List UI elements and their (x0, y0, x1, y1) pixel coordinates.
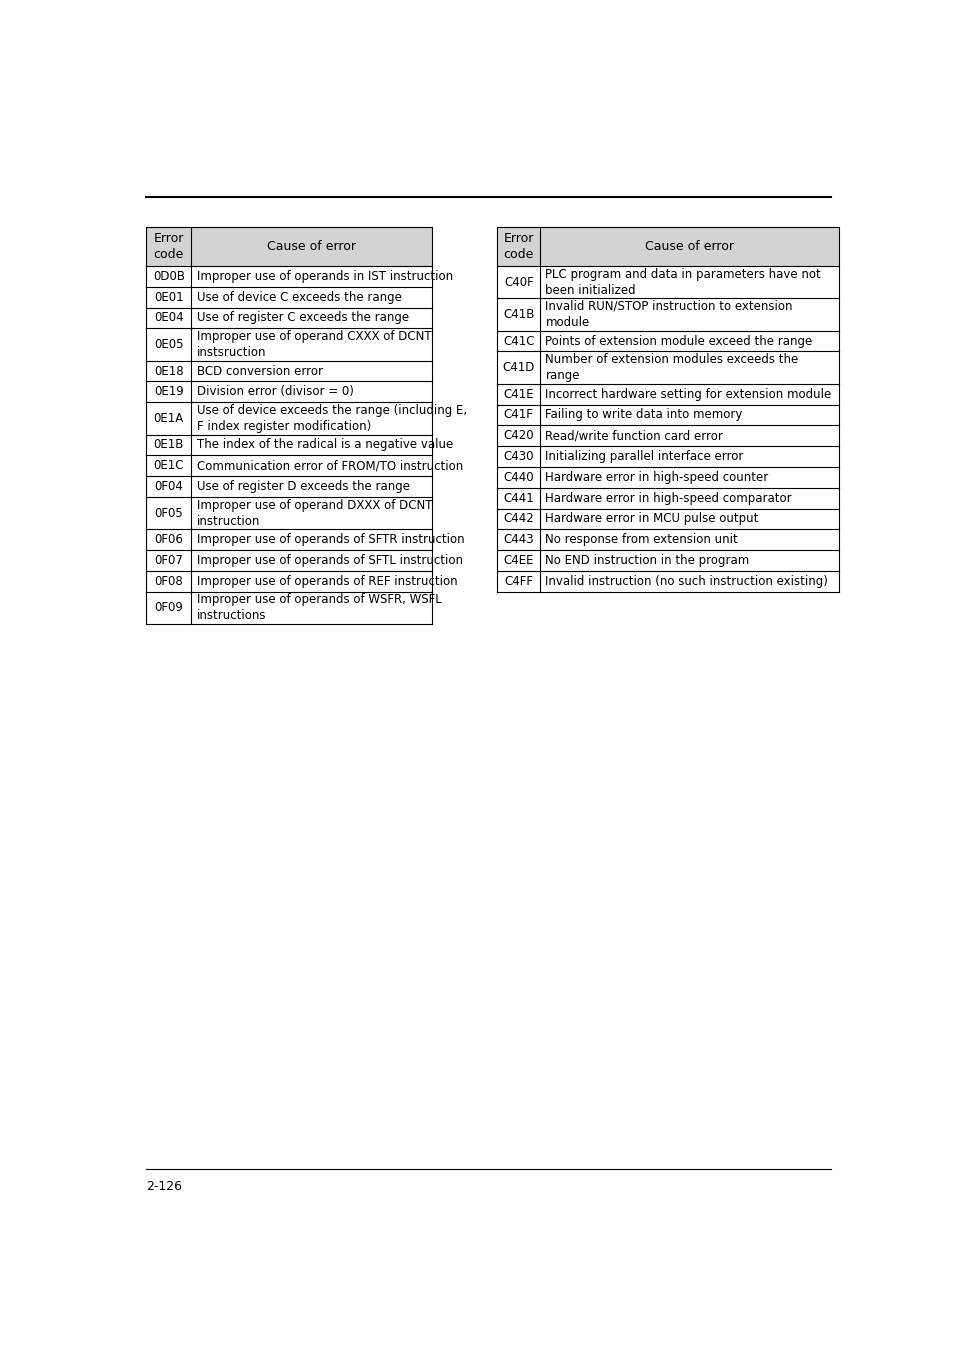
Bar (146, 328, 431, 360)
Bar (497, 383, 839, 405)
Text: Error
code: Error code (503, 232, 534, 261)
Text: Hardware error in MCU pulse output: Hardware error in MCU pulse output (545, 513, 758, 525)
Bar (497, 266, 839, 298)
Text: PLC program and data in parameters have not
been initialized: PLC program and data in parameters have … (545, 267, 821, 297)
Bar (497, 425, 839, 446)
Bar (146, 308, 431, 328)
Bar (146, 286, 431, 308)
Text: No END instruction in the program: No END instruction in the program (545, 554, 749, 567)
Bar (146, 455, 431, 477)
Text: Improper use of operands in IST instruction: Improper use of operands in IST instruct… (196, 270, 453, 284)
Text: 0F05: 0F05 (154, 506, 183, 520)
Text: 0F08: 0F08 (154, 575, 183, 587)
Bar (146, 382, 431, 402)
Bar (146, 227, 431, 266)
Text: Failing to write data into memory: Failing to write data into memory (545, 409, 742, 421)
Text: C440: C440 (503, 471, 534, 483)
Text: Initializing parallel interface error: Initializing parallel interface error (545, 450, 743, 463)
Text: C420: C420 (503, 429, 534, 443)
Text: Improper use of operand CXXX of DCNT
instsruction: Improper use of operand CXXX of DCNT ins… (196, 329, 431, 359)
Text: C41E: C41E (503, 387, 534, 401)
Bar (146, 529, 431, 549)
Text: 0F04: 0F04 (154, 481, 183, 493)
Text: C4FF: C4FF (504, 575, 533, 587)
Text: Cause of error: Cause of error (644, 240, 734, 254)
Bar (497, 227, 839, 266)
Bar (497, 446, 839, 467)
Bar (146, 497, 431, 529)
Text: Invalid instruction (no such instruction existing): Invalid instruction (no such instruction… (545, 575, 827, 587)
Text: Cause of error: Cause of error (267, 240, 355, 254)
Text: 0F09: 0F09 (154, 601, 183, 614)
Bar (497, 405, 839, 425)
Text: C41C: C41C (502, 335, 534, 347)
Text: Use of register C exceeds the range: Use of register C exceeds the range (196, 312, 409, 324)
Text: Improper use of operands of SFTL instruction: Improper use of operands of SFTL instruc… (196, 554, 462, 567)
Text: C4EE: C4EE (503, 554, 534, 567)
Bar (497, 487, 839, 509)
Text: Improper use of operands of REF instruction: Improper use of operands of REF instruct… (196, 575, 456, 587)
Text: 2-126: 2-126 (146, 1180, 182, 1193)
Text: Communication error of FROM/TO instruction: Communication error of FROM/TO instructi… (196, 459, 462, 472)
Text: 0E1C: 0E1C (153, 459, 184, 472)
Bar (497, 529, 839, 549)
Text: Use of device exceeds the range (including E,
F index register modification): Use of device exceeds the range (includi… (196, 404, 466, 433)
Text: Use of device C exceeds the range: Use of device C exceeds the range (196, 290, 401, 304)
Text: Hardware error in high-speed counter: Hardware error in high-speed counter (545, 471, 768, 483)
Text: C430: C430 (503, 450, 534, 463)
Text: C441: C441 (503, 491, 534, 505)
Bar (497, 549, 839, 571)
Bar (497, 571, 839, 591)
Bar (146, 402, 431, 435)
Bar (497, 298, 839, 331)
Text: Improper use of operands of WSFR, WSFL
instructions: Improper use of operands of WSFR, WSFL i… (196, 594, 441, 622)
Bar (497, 331, 839, 351)
Bar (146, 435, 431, 455)
Text: BCD conversion error: BCD conversion error (196, 364, 322, 378)
Text: No response from extension unit: No response from extension unit (545, 533, 738, 547)
Text: 0E04: 0E04 (153, 312, 184, 324)
Text: 0E05: 0E05 (154, 338, 183, 351)
Text: C41D: C41D (502, 360, 535, 374)
Text: C442: C442 (503, 513, 534, 525)
Bar (146, 591, 431, 624)
Text: 0D0B: 0D0B (152, 270, 185, 284)
Text: Use of register D exceeds the range: Use of register D exceeds the range (196, 481, 410, 493)
Text: Points of extension module exceed the range: Points of extension module exceed the ra… (545, 335, 812, 347)
Text: C41B: C41B (502, 308, 534, 321)
Text: Hardware error in high-speed comparator: Hardware error in high-speed comparator (545, 491, 791, 505)
Text: C41F: C41F (503, 409, 533, 421)
Text: Incorrect hardware setting for extension module: Incorrect hardware setting for extension… (545, 387, 831, 401)
Text: Invalid RUN/STOP instruction to extension
module: Invalid RUN/STOP instruction to extensio… (545, 300, 792, 329)
Text: Improper use of operands of SFTR instruction: Improper use of operands of SFTR instruc… (196, 533, 464, 547)
Text: Error
code: Error code (153, 232, 184, 261)
Text: 0E1B: 0E1B (153, 439, 184, 451)
Bar (146, 571, 431, 591)
Text: 0E18: 0E18 (153, 364, 184, 378)
Text: The index of the radical is a negative value: The index of the radical is a negative v… (196, 439, 453, 451)
Bar (497, 351, 839, 383)
Bar (146, 360, 431, 382)
Text: 0E1A: 0E1A (153, 412, 184, 425)
Bar (497, 509, 839, 529)
Text: Number of extension modules exceeds the
range: Number of extension modules exceeds the … (545, 354, 798, 382)
Text: 0F06: 0F06 (154, 533, 183, 547)
Text: Read/write function card error: Read/write function card error (545, 429, 722, 443)
Text: Improper use of operand DXXX of DCNT
instruction: Improper use of operand DXXX of DCNT ins… (196, 498, 432, 528)
Text: 0F07: 0F07 (154, 554, 183, 567)
Bar (146, 266, 431, 286)
Bar (146, 549, 431, 571)
Text: 0E01: 0E01 (153, 290, 184, 304)
Bar (146, 477, 431, 497)
Text: C443: C443 (503, 533, 534, 547)
Text: C40F: C40F (503, 275, 533, 289)
Bar (497, 467, 839, 487)
Text: 0E19: 0E19 (153, 385, 184, 398)
Text: Division error (divisor = 0): Division error (divisor = 0) (196, 385, 354, 398)
